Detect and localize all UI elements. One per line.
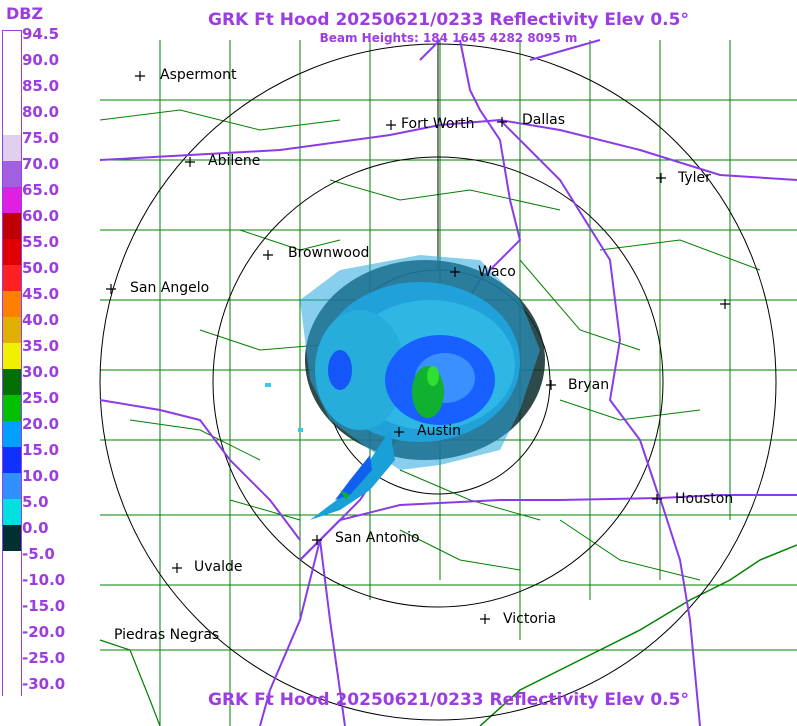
legend-label: 20.0 [22, 415, 60, 433]
legend-label: 75.0 [22, 129, 60, 147]
dbz-color-legend [2, 30, 22, 707]
legend-label: -25.0 [22, 649, 66, 667]
gulf-coastline [479, 544, 797, 726]
legend-swatch [3, 629, 21, 655]
radar-echoes [265, 255, 545, 520]
city-markers [106, 71, 730, 624]
legend-label: 60.0 [22, 207, 60, 225]
legend-label: 94.5 [22, 25, 60, 43]
legend-label: 10.0 [22, 467, 60, 485]
city-label-waco: Waco [478, 264, 516, 280]
legend-swatch [3, 681, 21, 707]
city-label-san-antonio: San Antonio [335, 530, 420, 546]
city-label-san-angelo: San Angelo [130, 280, 210, 296]
legend-swatch [3, 161, 21, 187]
city-label-piedras-negras: Piedras Negras [114, 627, 220, 643]
radar-title: GRK Ft Hood 20250621/0233 Reflectivity E… [208, 10, 689, 30]
city-label-bryan: Bryan [568, 377, 610, 393]
legend-label: 45.0 [22, 285, 60, 303]
legend-swatch [3, 83, 21, 109]
legend-swatch [3, 265, 21, 291]
legend-swatch [3, 343, 21, 369]
legend-label: -15.0 [22, 597, 66, 615]
legend-swatch [3, 655, 21, 681]
legend-label: 65.0 [22, 181, 60, 199]
city-label-dallas: Dallas [522, 112, 566, 128]
legend-label: 90.0 [22, 51, 60, 69]
legend-swatch [3, 499, 21, 525]
city-label-aspermont: Aspermont [160, 67, 237, 83]
legend-swatch [3, 291, 21, 317]
legend-label: -5.0 [22, 545, 55, 563]
legend-label: 15.0 [22, 441, 60, 459]
legend-swatch [3, 57, 21, 83]
legend-label: 80.0 [22, 103, 60, 121]
legend-swatch [3, 369, 21, 395]
city-label-fort-worth: Fort Worth [401, 116, 475, 132]
legend-swatch [3, 447, 21, 473]
rio-grande [99, 639, 161, 726]
legend-swatch [3, 473, 21, 499]
legend-label: -10.0 [22, 571, 66, 589]
legend-swatch [3, 31, 21, 57]
city-label-abilene: Abilene [208, 153, 261, 169]
legend-swatch [3, 239, 21, 265]
legend-swatch [3, 213, 21, 239]
legend-label: 40.0 [22, 311, 60, 329]
legend-swatch [3, 525, 21, 551]
legend-swatch [3, 135, 21, 161]
legend-label: 85.0 [22, 77, 60, 95]
legend-swatch [3, 603, 21, 629]
legend-swatch [3, 551, 21, 577]
legend-unit-label: DBZ [6, 4, 44, 23]
legend-swatch [3, 187, 21, 213]
legend-swatch [3, 421, 21, 447]
legend-label: 30.0 [22, 363, 60, 381]
legend-label: 50.0 [22, 259, 60, 277]
legend-swatch [3, 577, 21, 603]
legend-label: 0.0 [22, 519, 49, 537]
legend-label: 70.0 [22, 155, 60, 173]
legend-label: -30.0 [22, 675, 66, 693]
legend-label: 35.0 [22, 337, 60, 355]
legend-label: 25.0 [22, 389, 60, 407]
legend-swatch [3, 317, 21, 343]
radar-title-bottom: GRK Ft Hood 20250621/0233 Reflectivity E… [208, 690, 689, 710]
city-label-austin: Austin [417, 423, 461, 439]
city-label-brownwood: Brownwood [288, 245, 370, 261]
legend-label: 55.0 [22, 233, 60, 251]
city-label-uvalde: Uvalde [194, 559, 243, 575]
city-label-houston: Houston [675, 491, 734, 507]
city-label-tyler: Tyler [678, 170, 711, 186]
city-label-victoria: Victoria [503, 611, 557, 627]
beam-heights: Beam Heights: 184 1645 4282 8095 m [319, 31, 578, 45]
legend-swatch [3, 395, 21, 421]
legend-label: 5.0 [22, 493, 49, 511]
legend-label: -20.0 [22, 623, 66, 641]
legend-swatch [3, 109, 21, 135]
